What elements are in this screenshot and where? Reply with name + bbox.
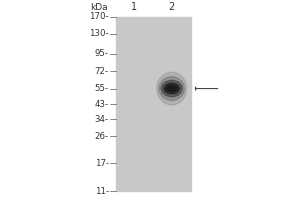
Ellipse shape: [159, 77, 184, 100]
Ellipse shape: [164, 83, 179, 94]
Text: kDa: kDa: [90, 3, 108, 12]
Text: 2: 2: [169, 2, 175, 12]
Text: 34-: 34-: [95, 115, 109, 124]
Text: 26-: 26-: [95, 132, 109, 141]
Ellipse shape: [161, 80, 182, 97]
Text: 55-: 55-: [95, 84, 109, 93]
Text: 17-: 17-: [95, 159, 109, 168]
Text: 130-: 130-: [89, 29, 109, 38]
Text: 1: 1: [131, 2, 137, 12]
Text: 11-: 11-: [95, 187, 109, 196]
Text: 170-: 170-: [89, 12, 109, 21]
Ellipse shape: [169, 87, 175, 90]
Text: 72-: 72-: [95, 67, 109, 76]
Text: 43-: 43-: [95, 100, 109, 109]
Bar: [116, 17, 190, 191]
Ellipse shape: [157, 72, 187, 105]
Text: 95-: 95-: [95, 49, 109, 58]
Ellipse shape: [166, 85, 177, 92]
